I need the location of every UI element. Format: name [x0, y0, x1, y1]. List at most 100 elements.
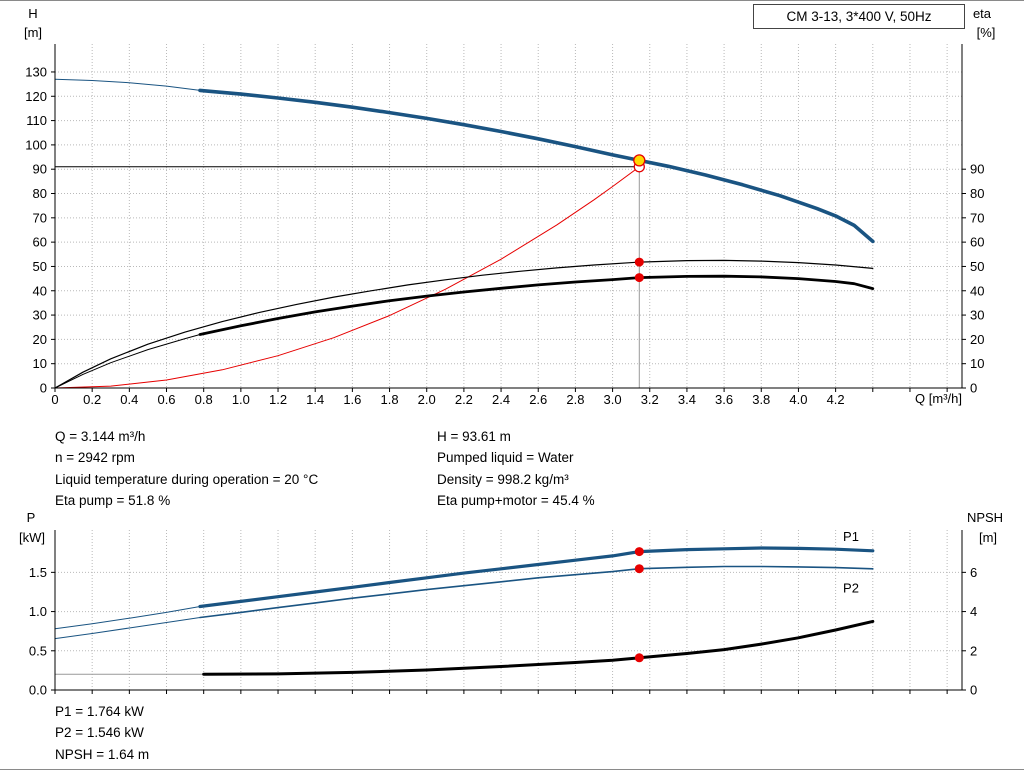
svg-text:0.2: 0.2	[83, 392, 101, 407]
svg-text:3.8: 3.8	[752, 392, 770, 407]
svg-text:2.4: 2.4	[492, 392, 510, 407]
svg-text:3.2: 3.2	[641, 392, 659, 407]
power-info: P1 = 1.764 kW P2 = 1.546 kW NPSH = 1.64 …	[55, 701, 149, 765]
svg-text:3.4: 3.4	[678, 392, 696, 407]
svg-text:0: 0	[51, 392, 58, 407]
panel-bottom-border	[0, 769, 1024, 770]
svg-text:H: H	[28, 6, 37, 21]
axes	[51, 44, 966, 392]
info-eta-pump-motor: Eta pump+motor = 45.4 %	[437, 493, 595, 509]
svg-text:50: 50	[33, 259, 47, 274]
svg-text:1.6: 1.6	[343, 392, 361, 407]
svg-text:1.4: 1.4	[306, 392, 324, 407]
svg-text:4.0: 4.0	[789, 392, 807, 407]
svg-text:0.0: 0.0	[29, 683, 47, 698]
svg-text:0.6: 0.6	[157, 392, 175, 407]
svg-text:50: 50	[970, 259, 984, 274]
tick-labels: 0 10 20 30 40 50 60 70 80 90 100 110 120 130 0 10 20 30 40…	[24, 6, 995, 407]
grid-lines	[55, 530, 962, 690]
svg-text:0.4: 0.4	[120, 392, 138, 407]
svg-text:P: P	[27, 510, 36, 525]
svg-text:110: 110	[26, 113, 47, 128]
p1-dot	[634, 547, 644, 557]
svg-text:1.0: 1.0	[232, 392, 250, 407]
svg-text:0: 0	[970, 381, 977, 396]
svg-text:NPSH: NPSH	[967, 510, 1003, 525]
svg-text:2.2: 2.2	[455, 392, 473, 407]
svg-text:40: 40	[33, 283, 47, 298]
markers	[633, 154, 646, 283]
p1-curve-ext	[54, 606, 201, 630]
info-pumped-liquid: Pumped liquid = Water	[437, 450, 574, 466]
info-npsh: NPSH = 1.64 m	[55, 746, 150, 762]
svg-text:30: 30	[970, 308, 984, 323]
svg-text:60: 60	[970, 235, 984, 250]
eta-pump-curve	[54, 259, 874, 389]
svg-text:3.0: 3.0	[604, 392, 622, 407]
svg-text:70: 70	[33, 210, 47, 225]
svg-text:[m]: [m]	[979, 530, 997, 545]
svg-text:2.0: 2.0	[418, 392, 436, 407]
svg-text:120: 120	[25, 89, 47, 104]
p1-curve	[198, 546, 875, 609]
axes	[51, 530, 966, 694]
info-density: Density = 998.2 kg/m³	[437, 471, 569, 487]
svg-text:30: 30	[33, 308, 47, 323]
svg-text:Q [m³/h]: Q [m³/h]	[915, 391, 962, 406]
svg-text:1.5: 1.5	[29, 565, 47, 580]
pump-title-box: CM 3-13, 3*400 V, 50Hz	[753, 4, 965, 29]
svg-text:1.2: 1.2	[269, 392, 287, 407]
svg-text:2.6: 2.6	[529, 392, 547, 407]
eta-pump-motor-ext	[54, 334, 201, 389]
svg-text:P2: P2	[843, 581, 859, 596]
svg-text:90: 90	[33, 162, 47, 177]
info-flow: Q = 3.144 m³/h	[55, 429, 146, 444]
duty-info-right: H = 93.61 m Pumped liquid = Water Densit…	[437, 426, 595, 512]
svg-text:0: 0	[970, 683, 977, 698]
svg-text:100: 100	[25, 137, 47, 152]
grid-lines	[55, 44, 962, 388]
svg-text:90: 90	[970, 162, 984, 177]
p2-dot	[634, 564, 644, 574]
svg-text:2: 2	[970, 643, 977, 658]
svg-text:[m]: [m]	[24, 25, 42, 40]
markers	[634, 547, 644, 663]
svg-text:130: 130	[25, 64, 47, 79]
svg-text:70: 70	[970, 210, 984, 225]
svg-text:20: 20	[33, 332, 47, 347]
system-curve	[54, 166, 640, 389]
tick-labels: 0.0 0.5 1.0 1.5 0 2 4 6 P [kW] NPSH [m]	[19, 510, 1003, 698]
eta-pump-motor-curve	[198, 274, 875, 336]
svg-text:0: 0	[40, 381, 47, 396]
svg-text:0.5: 0.5	[29, 643, 47, 658]
svg-text:10: 10	[970, 356, 984, 371]
svg-text:4: 4	[970, 604, 977, 619]
npsh-curve	[202, 619, 875, 676]
svg-text:10: 10	[33, 356, 47, 371]
svg-text:20: 20	[970, 332, 984, 347]
svg-text:P1: P1	[843, 529, 859, 544]
svg-text:40: 40	[970, 283, 984, 298]
curve-labels: P1 P2	[843, 529, 859, 596]
info-liquid-temperature: Liquid temperature during operation = 20…	[55, 471, 319, 487]
svg-text:[%]: [%]	[977, 25, 996, 40]
svg-text:60: 60	[33, 235, 47, 250]
npsh-dot	[634, 653, 644, 663]
power-npsh-chart: 0.0 0.5 1.0 1.5 0 2 4 6 P [kW] NPSH [m] P1 P2	[19, 510, 1003, 698]
duty-info-left: Q = 3.144 m³/h n = 2942 rpm Liquid tempe…	[55, 426, 318, 512]
info-eta-pump: Eta pump = 51.8 %	[55, 493, 171, 509]
info-speed: n = 2942 rpm	[55, 450, 135, 466]
svg-text:1.0: 1.0	[29, 604, 47, 619]
eta-pump-dot	[634, 257, 644, 267]
svg-text:2.8: 2.8	[566, 392, 584, 407]
hq-eta-chart: 0 10 20 30 40 50 60 70 80 90 100 110 120 130 0 10 20 30 40…	[24, 6, 995, 407]
pump-title: CM 3-13, 3*400 V, 50Hz	[786, 9, 932, 24]
svg-text:eta: eta	[973, 6, 992, 21]
info-head: H = 93.61 m	[437, 429, 511, 444]
info-p2: P2 = 1.546 kW	[55, 725, 144, 741]
duty-point-actual	[633, 154, 646, 167]
svg-text:1.8: 1.8	[381, 392, 399, 407]
svg-text:3.6: 3.6	[715, 392, 733, 407]
pump-curve	[198, 88, 875, 244]
